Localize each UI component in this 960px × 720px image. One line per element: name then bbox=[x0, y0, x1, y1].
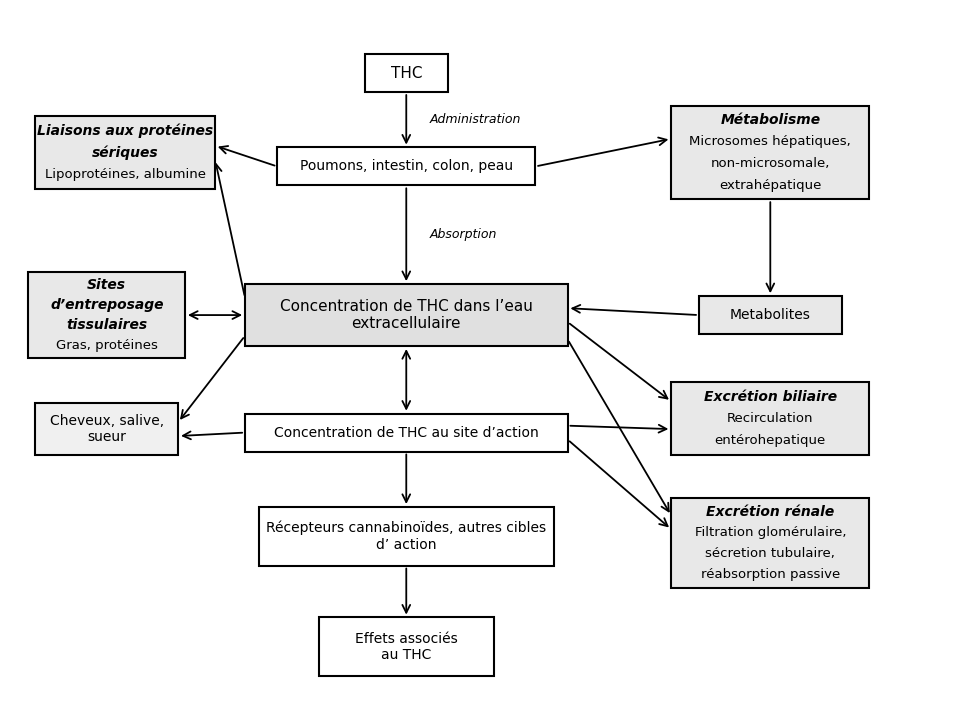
FancyBboxPatch shape bbox=[671, 498, 870, 588]
Text: Récepteurs cannabinoïdes, autres cibles
d’ action: Récepteurs cannabinoïdes, autres cibles … bbox=[266, 521, 546, 552]
FancyBboxPatch shape bbox=[259, 507, 554, 566]
Text: Excrétion biliaire: Excrétion biliaire bbox=[704, 390, 837, 404]
FancyBboxPatch shape bbox=[277, 148, 536, 186]
Text: Cheveux, salive,
sueur: Cheveux, salive, sueur bbox=[50, 414, 164, 444]
FancyBboxPatch shape bbox=[36, 403, 179, 455]
Text: THC: THC bbox=[391, 66, 422, 81]
Text: tissulaires: tissulaires bbox=[66, 318, 147, 332]
Text: sériques: sériques bbox=[92, 145, 158, 160]
Text: Absorption: Absorption bbox=[429, 228, 496, 241]
Text: entérohepatique: entérohepatique bbox=[714, 434, 826, 447]
FancyBboxPatch shape bbox=[36, 117, 215, 189]
FancyBboxPatch shape bbox=[671, 106, 870, 199]
Text: Excrétion rénale: Excrétion rénale bbox=[707, 505, 834, 519]
Text: Microsomes hépatiques,: Microsomes hépatiques, bbox=[689, 135, 852, 148]
Text: réabsorption passive: réabsorption passive bbox=[701, 568, 840, 581]
Text: Sites: Sites bbox=[87, 278, 127, 292]
Text: Metabolites: Metabolites bbox=[730, 308, 811, 322]
Text: Gras, protéines: Gras, protéines bbox=[56, 338, 157, 351]
Text: Administration: Administration bbox=[429, 113, 520, 126]
Text: Poumons, intestin, colon, peau: Poumons, intestin, colon, peau bbox=[300, 159, 513, 174]
FancyBboxPatch shape bbox=[319, 618, 493, 676]
Text: sécretion tubulaire,: sécretion tubulaire, bbox=[706, 547, 835, 560]
Text: Métabolisme: Métabolisme bbox=[720, 113, 821, 127]
Text: Effets associés
au THC: Effets associés au THC bbox=[355, 631, 458, 662]
Text: Lipoprotéines, albumine: Lipoprotéines, albumine bbox=[45, 168, 205, 181]
Text: Liaisons aux protéines: Liaisons aux protéines bbox=[37, 123, 213, 138]
FancyBboxPatch shape bbox=[245, 413, 567, 451]
Text: Concentration de THC au site d’action: Concentration de THC au site d’action bbox=[274, 426, 539, 440]
Text: extrahépatique: extrahépatique bbox=[719, 179, 822, 192]
FancyBboxPatch shape bbox=[365, 54, 447, 92]
FancyBboxPatch shape bbox=[29, 272, 185, 359]
FancyBboxPatch shape bbox=[699, 296, 842, 334]
Text: Recirculation: Recirculation bbox=[727, 413, 813, 426]
FancyBboxPatch shape bbox=[671, 382, 870, 455]
Text: Filtration glomérulaire,: Filtration glomérulaire, bbox=[694, 526, 846, 539]
Text: d’entreposage: d’entreposage bbox=[50, 298, 163, 312]
FancyBboxPatch shape bbox=[245, 284, 567, 346]
Text: Concentration de THC dans l’eau
extracellulaire: Concentration de THC dans l’eau extracel… bbox=[279, 299, 533, 331]
Text: non-microsomale,: non-microsomale, bbox=[710, 157, 830, 170]
